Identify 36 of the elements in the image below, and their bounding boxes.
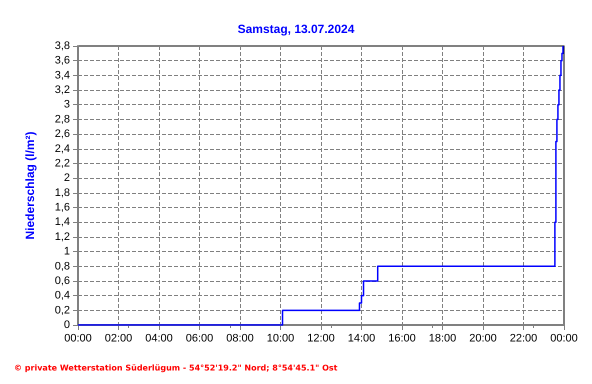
y-tick-label: 3 (64, 98, 70, 111)
x-tick-label: 20:00 (469, 332, 497, 344)
y-tick-label: 2,2 (54, 157, 70, 170)
x-tick-label: 10:00 (266, 332, 294, 344)
y-tick-label: 3,4 (54, 69, 70, 82)
y-tick-label: 3,8 (54, 40, 70, 52)
x-tick-label: 04:00 (145, 332, 173, 344)
x-tick-label: 08:00 (226, 332, 254, 344)
y-tick-label: 2,8 (54, 113, 70, 126)
y-tick-label: 0,2 (54, 304, 70, 316)
y-tick-label: 1,4 (54, 216, 70, 228)
y-tick-label: 2,4 (54, 142, 70, 155)
x-tick-label: 00:00 (64, 332, 92, 344)
x-tick-label: 02:00 (104, 332, 132, 344)
x-tick-label: 06:00 (186, 332, 214, 344)
y-tick-label: 0 (64, 319, 70, 331)
text: © private Wetterstation Süderlügum - 54°52'19.2" Nord; 8°54'45.1" Ost (14, 364, 338, 372)
x-tick-label: 16:00 (388, 332, 416, 344)
y-tick-label: 1,8 (54, 186, 70, 199)
y-tick-label: 1,2 (54, 230, 70, 243)
x-tick-label: 14:00 (348, 332, 376, 344)
y-tick-label: 1 (64, 246, 70, 258)
y-tick-label: 0,8 (54, 260, 70, 272)
y-tick-label: 3,6 (54, 54, 70, 67)
y-axis-title: Niederschlag (l/m²) (23, 131, 37, 240)
y-tick-label: 0,4 (54, 290, 70, 302)
x-tick-label: 12:00 (307, 332, 335, 344)
y-tick-label: 1,6 (54, 202, 70, 214)
chart-title: Samstag, 13.07.2024 (238, 22, 355, 36)
y-tick-label: 2,6 (54, 128, 70, 140)
y-tick-label: 0,6 (54, 274, 70, 287)
x-tick-label: 18:00 (428, 332, 456, 344)
x-tick-label: 00:00 (550, 332, 578, 344)
y-tick-label: 3,2 (54, 84, 70, 96)
y-tick-label: 2 (64, 172, 70, 184)
x-tick-label: 22:00 (510, 332, 538, 344)
